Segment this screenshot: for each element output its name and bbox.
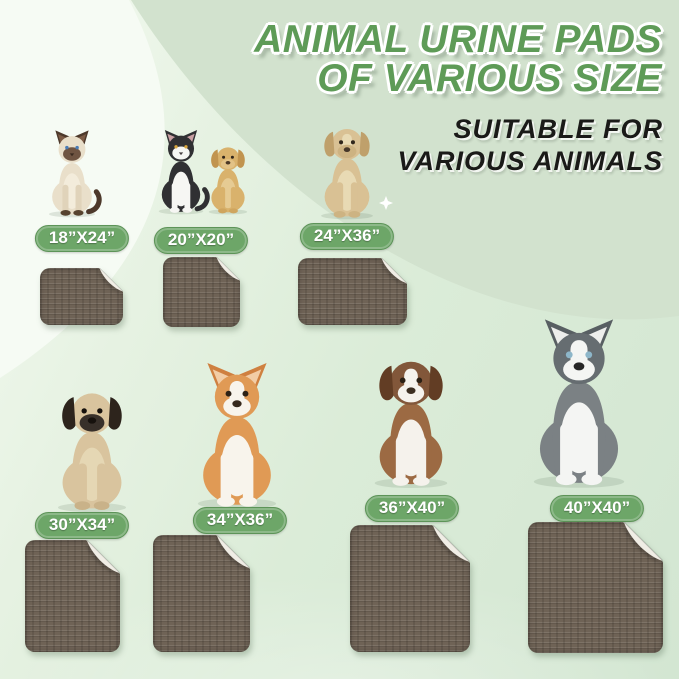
sparkle-icon — [379, 196, 393, 210]
cat-icon — [40, 128, 104, 218]
pee-pad-30x34 — [25, 540, 120, 652]
pad-surface — [350, 525, 470, 652]
pad-fold-corner — [623, 522, 663, 562]
size-badge-24x36: 24”X36” — [299, 223, 395, 250]
title-line-2: OF VARIOUS SIZE — [317, 57, 662, 100]
tan-dog-image — [312, 122, 382, 220]
size-badge-36x40: 36”X40” — [364, 495, 460, 522]
husky-image — [518, 318, 640, 489]
pad-fold-corner — [432, 525, 470, 563]
dog-icon — [46, 384, 138, 513]
page-subtitle: SUITABLE FOR VARIOUS ANIMALS — [397, 113, 663, 177]
dog-icon — [362, 352, 460, 489]
size-badge-40x40: 40”X40” — [549, 495, 645, 522]
pad-fold-corner — [381, 258, 407, 284]
pad-fold-corner — [86, 540, 120, 574]
subtitle-line-2: VARIOUS ANIMALS — [397, 146, 663, 176]
pee-pad-40x40 — [528, 522, 663, 653]
dog-icon — [184, 362, 290, 510]
sage-curve-shape — [131, 0, 679, 320]
title-line-1: ANIMAL URINE PADS — [254, 18, 662, 61]
pad-fold-corner — [99, 268, 123, 292]
page-title: ANIMAL URINE PADS OF VARIOUS SIZE — [254, 20, 662, 98]
size-badge-30x34: 30”X34” — [34, 512, 130, 539]
size-badge-20x20: 20”X20” — [153, 227, 249, 254]
pad-fold-corner — [216, 535, 250, 569]
dog-icon — [312, 122, 382, 220]
pad-fold-corner — [216, 257, 240, 281]
size-badge-34x36: 34”X36” — [192, 507, 288, 534]
dog-icon — [518, 318, 640, 489]
subtitle-line-1: SUITABLE FOR — [453, 114, 663, 144]
siamese-cat-image — [40, 128, 104, 218]
pee-pad-20x20 — [163, 257, 240, 327]
pee-pad-34x36 — [153, 535, 250, 652]
size-badge-18x24: 18”X24” — [34, 225, 130, 252]
puppy-icon — [202, 142, 254, 215]
pee-pad-18x24 — [40, 268, 123, 325]
pad-surface — [153, 535, 250, 652]
pee-pad-24x36 — [298, 258, 407, 325]
australian-shepherd-image — [362, 352, 460, 489]
tuxedo-cat-and-puppy-image — [150, 128, 254, 215]
pee-pad-36x40 — [350, 525, 470, 652]
corgi-image — [184, 362, 290, 510]
pug-image — [46, 384, 138, 513]
